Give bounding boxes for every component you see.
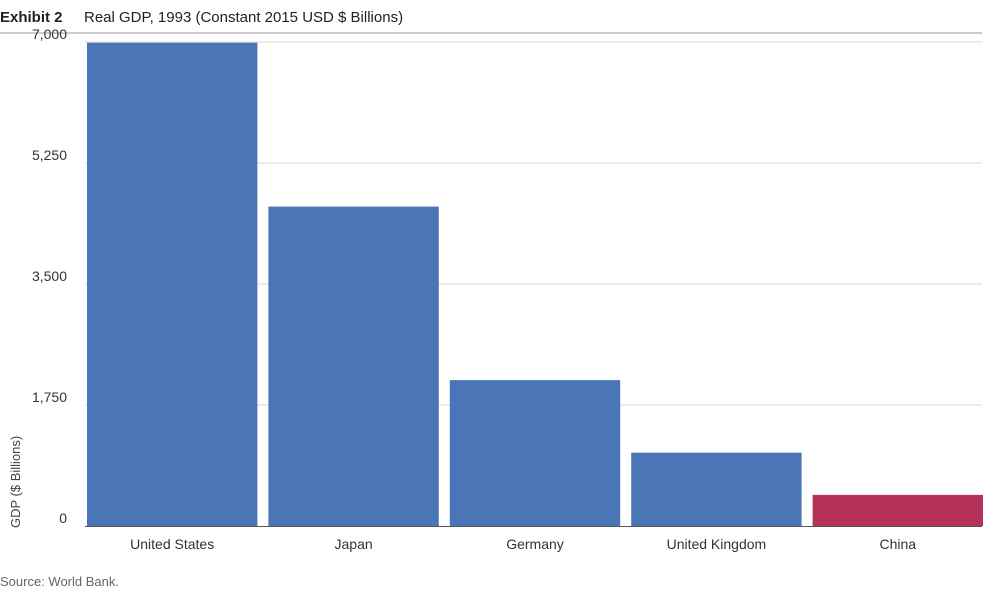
exhibit-label: Exhibit 2 xyxy=(0,9,63,26)
chart-title: Real GDP, 1993 (Constant 2015 USD $ Bill… xyxy=(84,9,403,26)
bars xyxy=(87,42,983,526)
source-note: Source: World Bank. xyxy=(0,574,119,589)
x-tick-label: United Kingdom xyxy=(667,536,767,552)
y-tick-label: 3,500 xyxy=(32,268,67,284)
bar-united-states xyxy=(87,42,258,526)
bar-japan xyxy=(268,206,439,526)
y-tick-label: 7,000 xyxy=(32,26,67,42)
bar-united-kingdom xyxy=(631,452,802,526)
bar-china xyxy=(812,494,983,526)
x-tick-label: China xyxy=(880,536,917,552)
y-tick-label: 5,250 xyxy=(32,147,67,163)
x-tick-label: United States xyxy=(130,536,214,552)
bar-germany xyxy=(449,380,621,526)
y-axis-title: GDP ($ Billions) xyxy=(8,436,23,528)
y-tick-label: 1,750 xyxy=(32,389,67,405)
y-axis-tick-labels: 0 1,750 3,500 5,250 7,000 xyxy=(32,26,67,526)
x-axis-tick-labels: United States Japan Germany United Kingdom C… xyxy=(130,536,916,552)
x-tick-label: Japan xyxy=(335,536,373,552)
x-tick-label: Germany xyxy=(506,536,564,552)
y-tick-label: 0 xyxy=(59,510,67,526)
